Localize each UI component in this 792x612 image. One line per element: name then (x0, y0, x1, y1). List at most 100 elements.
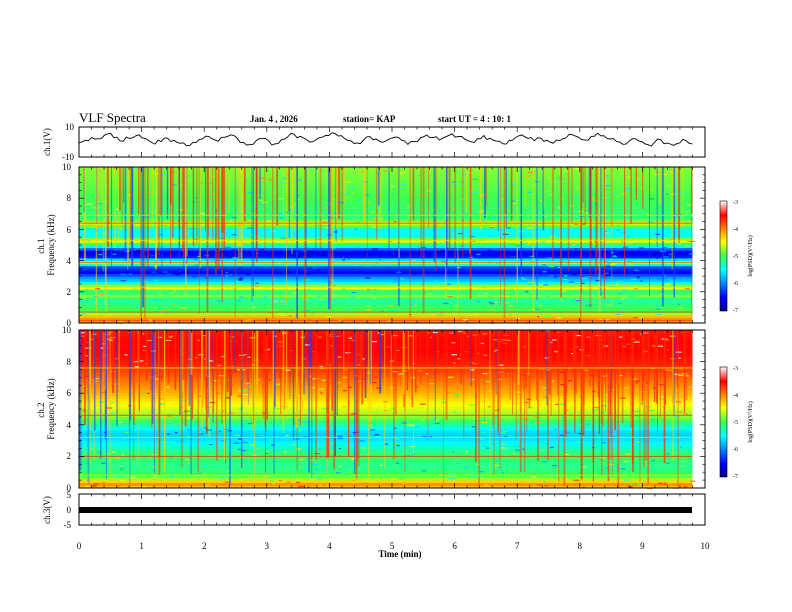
ch1-speckle (172, 171, 176, 173)
ch2-speckle (653, 337, 658, 339)
ch1-band (79, 247, 693, 251)
ch1-sferic-streak (500, 167, 502, 306)
ch2-speckle (542, 461, 548, 463)
ch2-speckle (221, 477, 225, 480)
ch1-speckle (136, 249, 141, 252)
ch2-speckle (105, 453, 110, 455)
ch2-speckle (642, 464, 645, 466)
ch2-sferic-streak (595, 330, 598, 377)
ch1-sferic-streak (252, 167, 254, 297)
ch1-sferic-streak (184, 167, 186, 258)
ch1-speckle (217, 212, 222, 214)
ch1-speckle (436, 251, 441, 254)
ch1-speckle (575, 299, 581, 302)
ch2-speckle (472, 334, 478, 336)
ch2-sferic-streak (610, 330, 612, 460)
ch2-band (79, 330, 693, 334)
ch2-sferic-streak (272, 330, 274, 402)
ch2-speckle (197, 396, 203, 398)
ch2-sferic-streak (407, 330, 409, 370)
ch1-sferic-streak (84, 167, 86, 260)
ch2-speckle (422, 436, 428, 438)
ch1-speckle (528, 182, 531, 185)
ch2-speckle (132, 394, 138, 396)
ch2-speckle (425, 416, 430, 419)
ch1-speckle (293, 228, 300, 231)
ch2-speckle (604, 394, 609, 396)
ch2-sferic-streak (483, 330, 485, 423)
ch1-frequency-ticks: 0 2 4 6 8 10 (62, 162, 72, 328)
ch1-speckle (272, 198, 275, 200)
ch2-sferic-streak (99, 330, 102, 459)
ch1-speckle (564, 280, 570, 282)
ch1-speckle (146, 293, 152, 296)
ch1-speckle (548, 194, 554, 196)
ch1-sferic-streak (445, 167, 447, 298)
ch2-speckle (479, 395, 483, 397)
ch2-speckle (597, 339, 603, 341)
ch1-speckle (502, 295, 509, 298)
ch1-speckle (372, 297, 376, 299)
ch1-speckle (149, 191, 153, 194)
xtick-4: 4 (327, 541, 332, 551)
ch2-speckle (664, 482, 667, 484)
ch2-speckle (138, 360, 144, 362)
ch1-ylabel-line1: ch.1 (36, 239, 46, 254)
ch2-speckle (555, 351, 558, 353)
ch2-sferic-streak (174, 330, 177, 390)
ch1-sferic-streak (292, 167, 294, 213)
ch2-speckle (553, 421, 558, 423)
ch1-speckle (231, 234, 237, 236)
ch1-speckle (556, 283, 559, 285)
ch2-speckle (433, 419, 439, 421)
ch1-sferic-streak (484, 167, 486, 219)
ch1-sferic-streak (338, 167, 341, 220)
ch2-speckle (143, 345, 147, 348)
ch1-speckle (684, 211, 689, 213)
ch2-speckle (415, 386, 419, 388)
ch2-speckle (589, 338, 595, 340)
ch2-speckle (619, 397, 626, 399)
ch2-speckle (568, 450, 574, 452)
ch1-speckle (640, 280, 643, 282)
ch2-sferic-streak (685, 330, 688, 400)
ch2-sferic-streak (353, 330, 356, 475)
ch1-sferic-streak (157, 167, 160, 255)
ch2-speckle (430, 336, 433, 339)
ch2-sferic-streak (295, 330, 298, 429)
ch2-sferic-streak (663, 330, 666, 464)
ch2-speckle (574, 346, 579, 348)
ch2-speckle (650, 416, 656, 418)
ch1-speckle (561, 278, 564, 280)
ch2-speckle (687, 386, 693, 389)
ch1-speckle (646, 214, 650, 216)
ch1-sferic-streak (283, 167, 284, 213)
ch1-speckle (616, 313, 620, 316)
ch2-sferic-streak (519, 330, 522, 472)
ch1-speckle (495, 262, 500, 264)
ch1-speckle (341, 257, 344, 259)
ch2-sferic-streak (252, 330, 255, 423)
ch2-sferic-streak (611, 330, 614, 478)
ch2-speckle (410, 445, 416, 448)
ch1-band (79, 291, 693, 295)
ch2-sferic-streak (163, 330, 166, 471)
ch1-speckle (387, 240, 392, 242)
ch1-speckle (461, 219, 465, 222)
ch1-speckle (107, 263, 110, 265)
ch1-speckle (267, 179, 273, 181)
ch2-speckle (515, 340, 520, 342)
ch2-sferic-streak (132, 330, 135, 425)
ch1-speckle (280, 237, 287, 239)
ch2-speckle (372, 410, 378, 412)
ch1-sferic-streak (524, 167, 527, 207)
ch2-speckle (389, 360, 395, 362)
ch2-speckle (378, 438, 381, 441)
ch1-speckle (270, 309, 277, 311)
ch2-speckle (232, 336, 236, 338)
ch1-speckle (95, 288, 100, 290)
ch2-speckle (241, 442, 248, 445)
ch2-sferic-streak (273, 330, 275, 474)
ch2-speckle (488, 390, 492, 392)
ch1-speckle (114, 182, 118, 184)
